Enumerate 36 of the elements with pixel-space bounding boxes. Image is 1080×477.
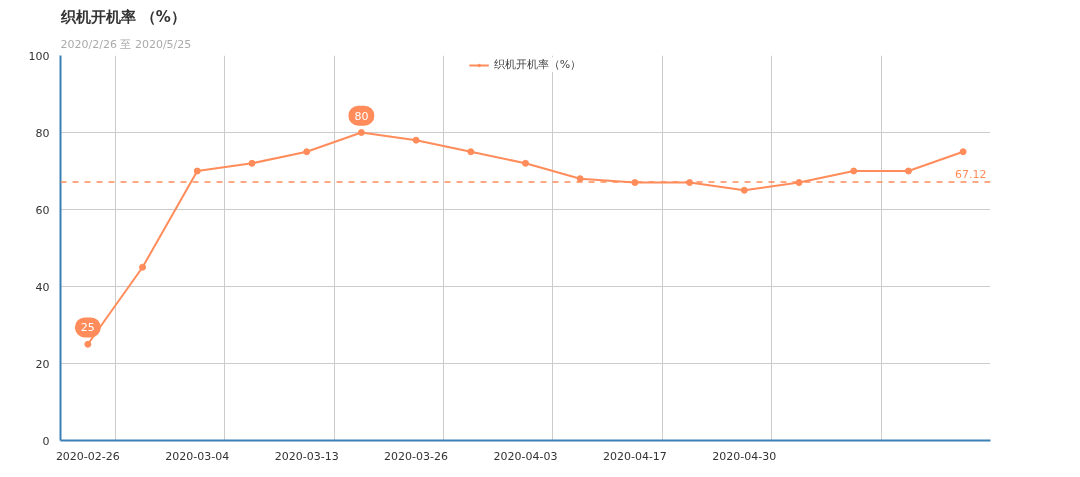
point xyxy=(740,186,748,194)
x-tick-label: 2020-04-17 xyxy=(602,449,667,463)
point xyxy=(412,136,420,144)
x-tick-label: 2020-03-04 xyxy=(165,449,230,463)
legend-label: 织机开机率（%） xyxy=(493,57,582,72)
point xyxy=(850,167,858,175)
annotation: 25 xyxy=(80,321,95,335)
point xyxy=(959,148,967,156)
ref-line-label: 67.12 xyxy=(955,168,987,182)
y-tick-label: 80 xyxy=(35,126,50,140)
x-tick-label: 2020-04-30 xyxy=(712,449,777,463)
point xyxy=(248,159,256,167)
x-tick-label: 2020-02-26 xyxy=(55,449,120,463)
point xyxy=(357,129,365,136)
point xyxy=(84,340,92,348)
point xyxy=(467,148,475,156)
point xyxy=(795,179,803,187)
y-tick-label: 0 xyxy=(42,434,50,448)
point xyxy=(522,159,529,167)
point xyxy=(904,167,912,175)
chart-title: 织机开机率 （%） xyxy=(59,7,186,26)
point xyxy=(193,167,201,175)
point xyxy=(576,175,584,183)
y-tick-label: 100 xyxy=(28,49,50,63)
point xyxy=(631,179,639,187)
x-tick-label: 2020-04-03 xyxy=(493,449,558,463)
y-tick-label: 40 xyxy=(35,280,50,294)
point xyxy=(139,263,147,271)
chart-subtitle: 2020/2/26 至 2020/5/25 xyxy=(60,37,192,51)
y-tick-label: 20 xyxy=(35,357,50,371)
x-tick-label: 2020-03-13 xyxy=(274,449,339,463)
point xyxy=(303,148,311,156)
y-tick-label: 60 xyxy=(35,203,50,217)
point xyxy=(686,179,694,187)
x-tick-label: 2020-03-26 xyxy=(384,449,449,463)
annotation: 80 xyxy=(354,109,369,123)
